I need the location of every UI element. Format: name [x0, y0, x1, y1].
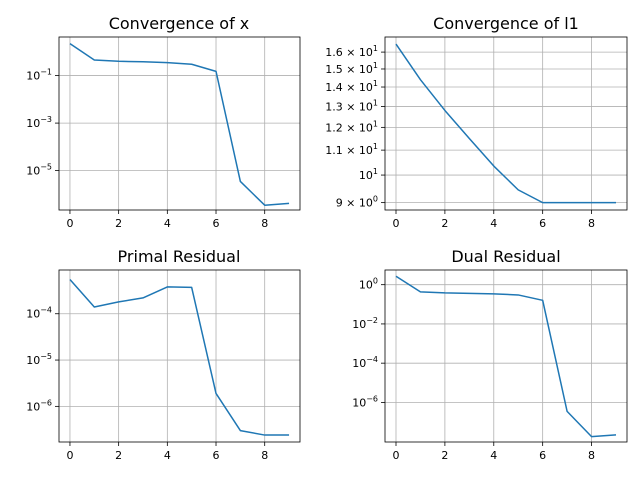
axes-frame: [58, 269, 301, 443]
x-tick-label: 2: [441, 217, 448, 230]
y-tick-label: 10−3: [26, 115, 52, 130]
x-tick-label: 4: [164, 449, 171, 462]
y-tick-label: 1.2 × 101: [325, 119, 378, 134]
y-tick-label: 10−6: [26, 398, 52, 413]
axes-frame: [384, 269, 628, 443]
x-tick-label: 0: [393, 217, 400, 230]
y-tick-label: 1.4 × 101: [325, 79, 378, 94]
x-tick-label: 0: [66, 449, 73, 462]
subplot-primal-residual: Primal Residual 0 2 4 6 8 10−6 10−5 10−4: [26, 247, 301, 462]
y-tick-label: 101: [359, 167, 378, 182]
chart-title: Dual Residual: [451, 247, 560, 266]
x-tick-label: 4: [490, 449, 497, 462]
series-line: [69, 278, 290, 436]
subplot-convergence-l1: Convergence of l1 0 2 4 6 8 1.6 × 101 1.5 × 10…: [325, 14, 628, 230]
x-tick-label: 8: [261, 449, 268, 462]
y-tick-label: 10−2: [352, 316, 378, 331]
y-tick-label: 10−5: [26, 352, 52, 367]
x-tick-label: 8: [588, 217, 595, 230]
y-tick-label: 10−6: [352, 394, 378, 409]
y-tick-label: 10−1: [26, 68, 52, 83]
y-tick-label: 10−4: [352, 355, 378, 370]
y-tick-label: 100: [359, 277, 378, 292]
x-tick-label: 2: [115, 217, 122, 230]
chart-title: Convergence of l1: [433, 14, 579, 33]
y-tick-label: 1.3 × 101: [325, 98, 378, 113]
x-tick-label: 8: [588, 449, 595, 462]
x-tick-label: 6: [539, 449, 546, 462]
y-tick-label: 1.6 × 101: [325, 44, 378, 59]
x-tick-label: 4: [164, 217, 171, 230]
x-tick-label: 2: [115, 449, 122, 462]
x-tick-label: 0: [393, 449, 400, 462]
series-line: [395, 43, 616, 204]
axes-frame: [58, 36, 301, 211]
chart-title: Convergence of x: [109, 14, 250, 33]
series-line: [69, 43, 290, 206]
x-tick-label: 6: [213, 449, 220, 462]
y-tick-label: 9 × 100: [336, 195, 378, 210]
series-line: [395, 275, 617, 438]
subplot-dual-residual: Dual Residual 0 2 4 6 8 10−6 10−4 10−2 100: [352, 247, 628, 462]
x-tick-label: 2: [441, 449, 448, 462]
chart-title: Primal Residual: [118, 247, 241, 266]
x-tick-label: 0: [66, 217, 73, 230]
axes-frame: [384, 36, 628, 211]
x-tick-label: 6: [213, 217, 220, 230]
y-tick-label: 1.1 × 101: [325, 142, 378, 157]
x-tick-label: 4: [490, 217, 497, 230]
y-tick-label: 1.5 × 101: [325, 61, 378, 76]
x-tick-label: 6: [539, 217, 546, 230]
subplot-convergence-x: Convergence of x 0 2 4 6 8 10−5 10−3 10−1: [26, 14, 301, 230]
x-tick-label: 8: [261, 217, 268, 230]
y-tick-label: 10−4: [26, 306, 52, 321]
y-tick-label: 10−5: [26, 163, 52, 178]
